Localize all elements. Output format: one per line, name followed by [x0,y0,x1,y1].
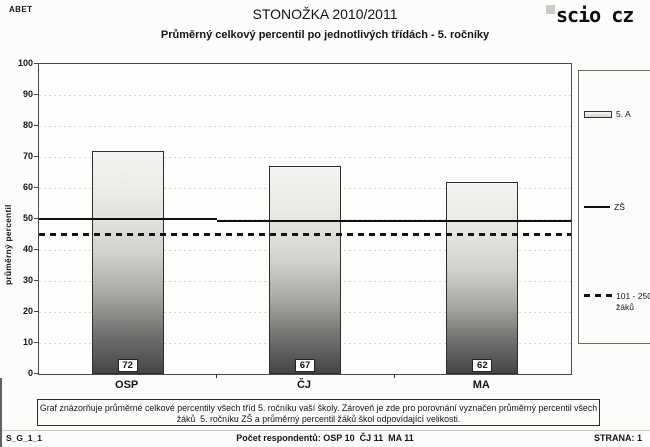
bar-value-badge: 62 [472,359,493,372]
y-tick-mark [34,94,38,95]
x-axis-label-ČJ: ČJ [296,379,312,391]
legend-label: 101 - 250 žáků [616,291,650,313]
y-tick-mark [34,218,38,219]
y-tick-mark [34,342,38,343]
legend-dashed-line-icon [584,294,612,297]
footer-respondents: Počet respondentů: OSP 10 ČJ 11 MA 11 [236,433,414,443]
y-tick-mark [34,125,38,126]
y-tick-label: 10 [22,336,33,347]
footer-code: S_G_1_1 [6,433,42,443]
footer-divider [0,430,650,431]
reference-line-school-size [39,233,571,236]
y-tick-mark [34,311,38,312]
legend-label: ZŠ [614,202,625,212]
legend-label: 5. A [616,109,631,119]
y-tick-label: 70 [22,150,33,161]
x-axis-label-OSP: OSP [115,379,139,391]
y-tick-mark [34,249,38,250]
y-tick-label: 20 [22,305,33,316]
y-tick-label: 80 [22,119,33,130]
reference-line-zs [39,218,218,220]
y-tick-mark [34,373,38,374]
y-tick-label: 0 [27,367,33,378]
y-tick-mark [34,187,38,188]
gridline [39,94,571,96]
corner-code: ABET [9,5,33,14]
legend-item-101-250-zaku: 101 - 250 žáků [584,291,650,313]
legend-label-line2: žáků [616,302,634,312]
chart-title: STONOŽKA 2010/2011 [252,6,398,22]
note-line-1: Graf znázorňuje průměrné celkové percent… [39,403,598,413]
y-tick-mark [34,280,38,281]
x-axis-label-MA: MA [472,379,490,391]
legend-bar-swatch-icon [584,110,612,118]
y-tick-label: 60 [22,181,33,192]
scio-logo: scio cz [544,2,650,32]
note-box: Graf znázorňuje průměrné celkové percent… [37,399,600,426]
plot-area: 72 67 62 [38,63,572,378]
y-tick-label: 40 [22,243,33,254]
y-tick-label: 30 [22,274,33,285]
bar-MA [446,181,519,374]
y-tick-label: 50 [22,212,33,223]
bar-OSP [91,150,164,374]
legend: 5. A ZŠ 101 - 250 žáků [578,70,650,344]
y-tick-mark [34,63,38,64]
legend-item-zs: ZŠ [584,202,625,212]
gridline [39,156,571,158]
chart-subtitle: Průměrný celkový percentil po jednotlivý… [160,29,490,41]
footer-page-number: STRANA: 1 [593,433,642,443]
bar-value-badge: 72 [117,359,138,372]
bar-ČJ [269,166,341,374]
legend-label-line1: 101 - 250 [616,291,650,301]
legend-item-class-5a: 5. A [584,109,631,119]
y-tick-label: 100 [17,57,33,68]
y-tick-label: 90 [22,88,33,99]
bar-value-badge: 67 [295,359,315,372]
gridline [39,125,571,127]
logo-text: scio cz [556,3,634,27]
logo-square-icon [546,5,555,14]
legend-solid-line-icon [584,206,610,208]
category-tick [393,374,395,378]
y-tick-mark [34,156,38,157]
category-tick [216,374,218,378]
reference-line-zs [217,219,571,222]
scan-edge-artifact [0,378,2,447]
note-line-2: žáků 5. ročníku ZŠ a průměrný percentil … [176,414,461,424]
